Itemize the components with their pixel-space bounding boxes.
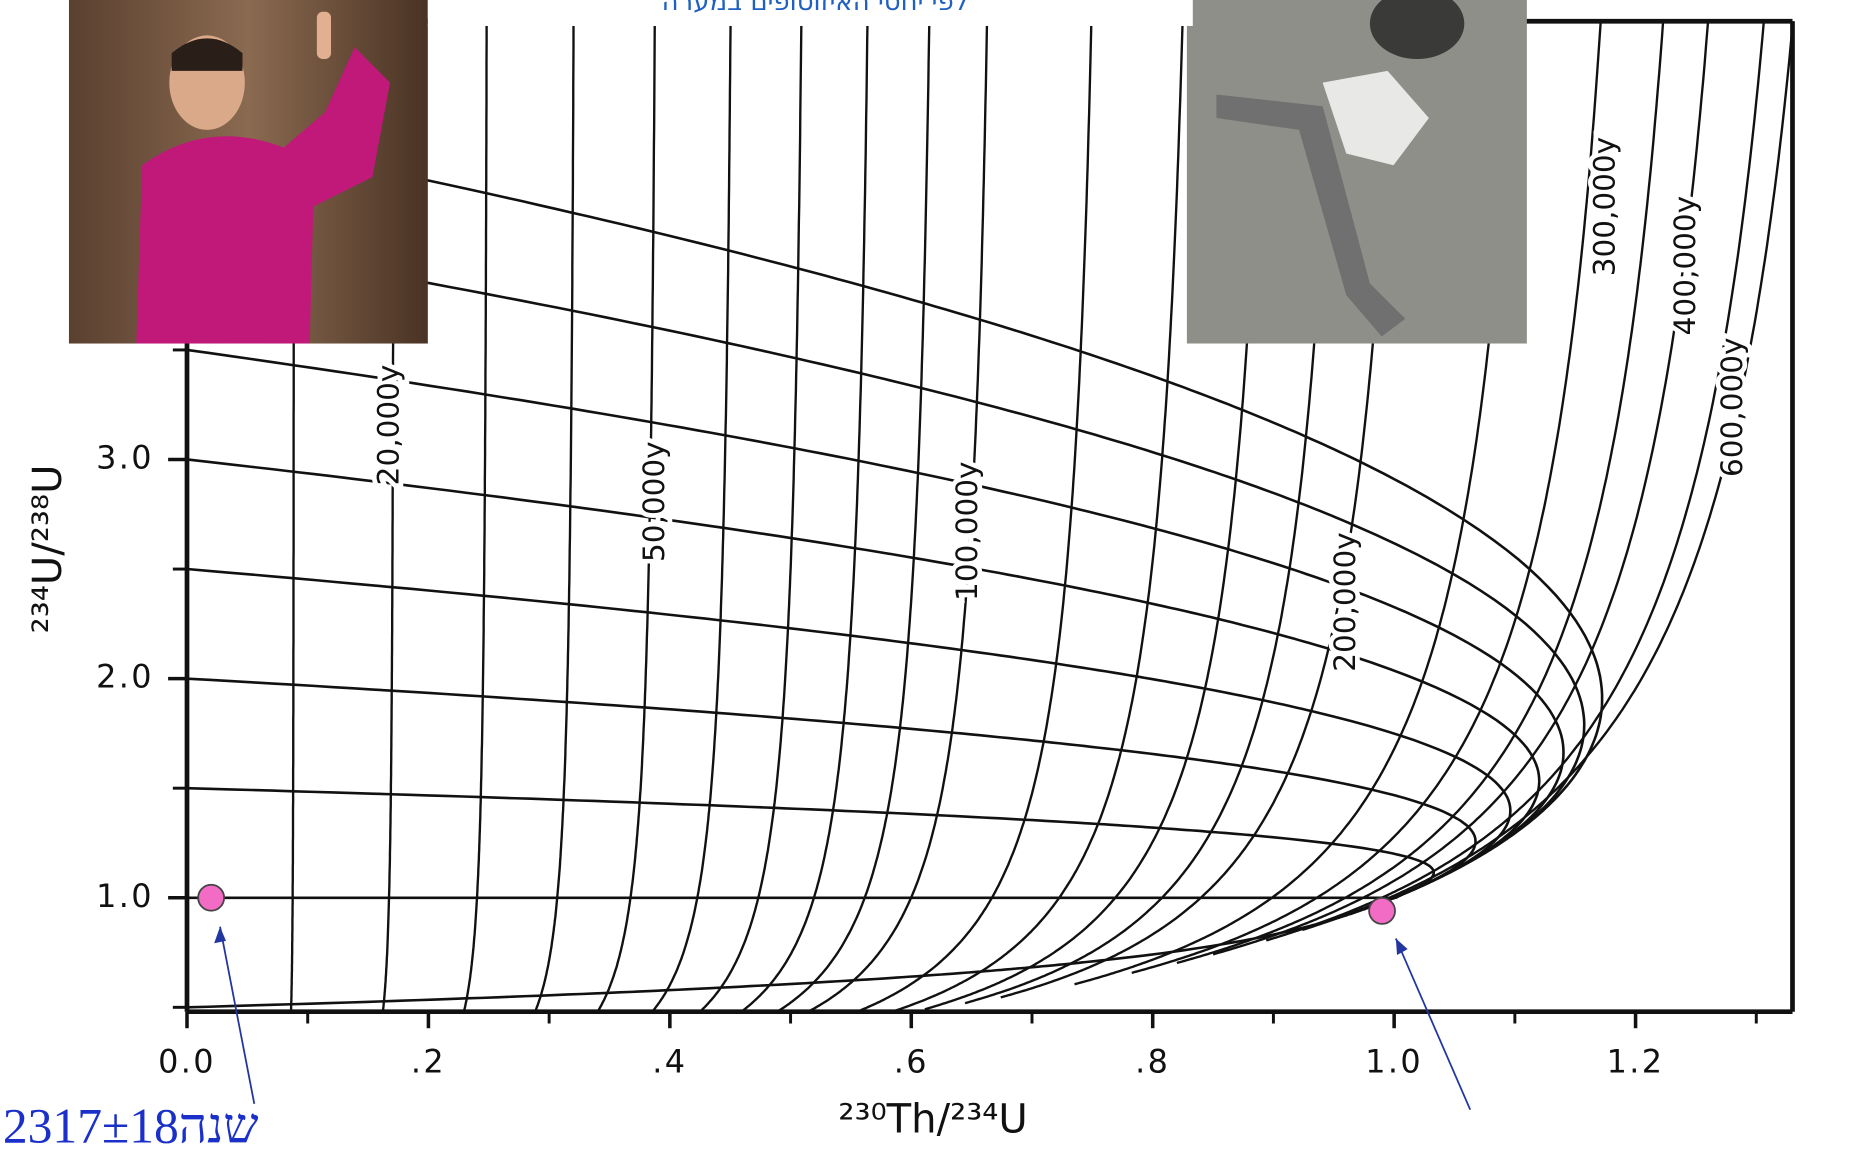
annotation: 2317±18שנה bbox=[3, 1099, 259, 1151]
isochron-label: 50,000y bbox=[637, 441, 671, 562]
x-tick-label: 0.0 bbox=[158, 1043, 216, 1081]
isochron bbox=[649, 21, 732, 1013]
x-tick-label: .6 bbox=[894, 1043, 929, 1081]
isochron bbox=[1000, 21, 1395, 999]
x-tick-label: 1.2 bbox=[1607, 1043, 1665, 1081]
isochron bbox=[851, 21, 1093, 1013]
x-tick-label: .2 bbox=[411, 1043, 446, 1081]
data-point bbox=[1368, 897, 1396, 925]
banner-bg bbox=[427, 0, 1193, 26]
isochron bbox=[737, 21, 869, 1013]
x-tick-label: .8 bbox=[1135, 1043, 1170, 1081]
banner-text: לפי יחסי האיזוטופים במערה bbox=[662, 0, 969, 17]
isochron bbox=[1302, 21, 1795, 932]
growth-curve bbox=[186, 677, 1477, 899]
isochron-label: 400,000y bbox=[1668, 196, 1702, 335]
isochron bbox=[533, 21, 575, 1013]
isochron bbox=[1212, 21, 1710, 956]
isochron-label: 300,000y bbox=[1587, 137, 1621, 276]
isochron bbox=[1074, 21, 1516, 986]
isochron-label: 600,000y bbox=[1715, 338, 1749, 477]
x-axis-label: ²³⁰Th/²³⁴U bbox=[838, 1096, 1027, 1142]
y-tick-label: 3.0 bbox=[96, 439, 154, 477]
isochron bbox=[696, 21, 803, 1013]
y-tick-label: 2.0 bbox=[96, 658, 154, 696]
plot-area: 20,000y 50,000y 100,000y 200,000y 300,000y 40… bbox=[186, 21, 1795, 1013]
isochron bbox=[595, 21, 656, 1013]
isochron-label: 200,000y bbox=[1328, 532, 1362, 671]
y-axis-label: ²³⁴U/²³⁸U bbox=[25, 465, 71, 634]
photo-left bbox=[68, 0, 428, 344]
arrow bbox=[1395, 938, 1472, 1111]
data-point bbox=[197, 883, 226, 912]
growth-curve bbox=[186, 567, 1512, 899]
growth-curve bbox=[186, 129, 1604, 899]
isochron-label: 100,000y bbox=[950, 462, 984, 601]
arrow-head bbox=[214, 926, 226, 944]
x-tick-label: 1.0 bbox=[1365, 1043, 1423, 1081]
isochron bbox=[884, 21, 1184, 1013]
growth-curve bbox=[186, 786, 1436, 899]
isochron bbox=[1176, 21, 1665, 965]
x-tick-label: .4 bbox=[652, 1043, 687, 1081]
arrow bbox=[219, 926, 256, 1104]
arrow-head bbox=[1395, 938, 1408, 956]
isochron bbox=[803, 21, 989, 1013]
photo-right bbox=[1186, 0, 1527, 344]
isochron-label: 20,000y bbox=[372, 365, 406, 486]
isochron bbox=[289, 21, 296, 1013]
isochron bbox=[462, 21, 488, 1013]
isochron bbox=[381, 21, 395, 1013]
isochron bbox=[964, 21, 1334, 1005]
y-tick-label: 1.0 bbox=[96, 877, 154, 915]
isochron bbox=[924, 21, 1264, 1011]
isochron bbox=[1131, 21, 1602, 975]
isochron bbox=[773, 21, 931, 1013]
